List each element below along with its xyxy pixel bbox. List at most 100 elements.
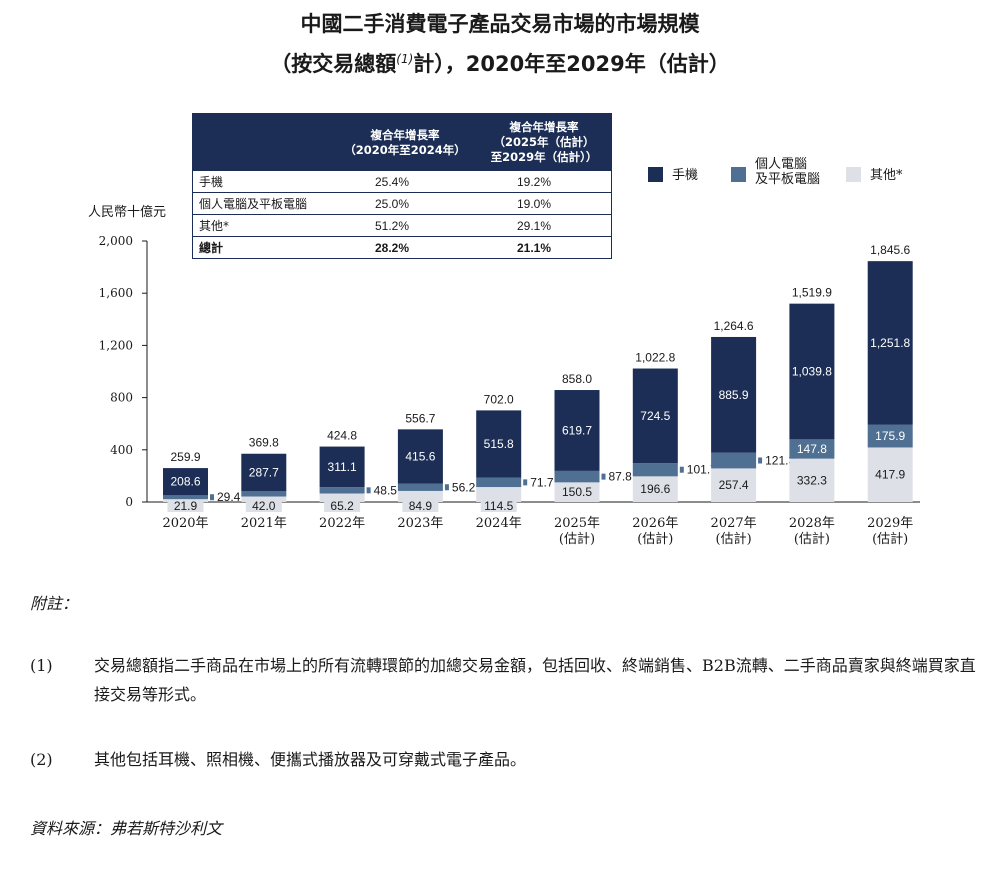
data-label: 147.8	[797, 442, 827, 456]
x-tick-label: 2021年	[241, 516, 287, 531]
total-label: 369.8	[249, 436, 279, 450]
bar-segment	[476, 477, 522, 488]
subtitle-part: 計），2020年至2029年（估計）	[413, 52, 730, 76]
cagr-table-header: 複合年增長率 （2020年至2024年） 複合年增長率 （2025年（估計） 至…	[192, 113, 612, 171]
bar-segment	[397, 490, 443, 502]
total-label: 1,845.6	[870, 243, 910, 257]
x-tick-label: 2026年	[632, 516, 678, 531]
legend-swatch	[648, 167, 663, 182]
bar-segment	[397, 429, 443, 484]
cagr-value: 25.0%	[333, 192, 477, 215]
data-label: 87.8	[609, 470, 633, 484]
total-label: 259.9	[170, 450, 200, 464]
notes-heading: 附註：	[30, 594, 79, 613]
bar-segment	[554, 390, 600, 471]
data-label-bg	[324, 499, 361, 512]
cagr-row: 手機 25.4% 19.2%	[192, 171, 612, 193]
bar-segment	[711, 336, 757, 453]
x-tick-label: 2022年	[319, 516, 365, 531]
leader-marker	[758, 457, 763, 464]
legend-swatch	[731, 167, 746, 182]
bar-segment	[632, 463, 678, 477]
leader-marker	[601, 473, 606, 480]
cagr-value: 28.2%	[333, 236, 477, 259]
total-label: 1,022.8	[635, 351, 675, 365]
data-label: 71.7	[530, 475, 554, 489]
bar-segment	[789, 303, 835, 440]
cagr-row-label: 個人電腦及平板電腦	[192, 192, 333, 215]
cagr-row: 個人電腦及平板電腦 25.0% 19.0%	[192, 192, 612, 215]
footnote-ref: (1)	[396, 52, 414, 66]
bar-segment	[867, 447, 913, 502]
data-label: 311.1	[328, 460, 357, 474]
total-label: 556.7	[405, 411, 435, 425]
data-label: 515.8	[484, 437, 514, 451]
bar-segment	[241, 453, 287, 492]
total-label: 858.0	[562, 372, 592, 386]
data-label: 724.5	[640, 409, 670, 423]
cagr-header-2020-2024: 複合年增長率 （2020年至2024年）	[333, 113, 477, 171]
leader-marker	[366, 487, 371, 494]
footnote-text: 交易總額指二手商品在市場上的所有流轉環節的加總交易金額，包括回收、終端銷售、B2…	[94, 656, 976, 704]
data-label: 415.6	[405, 449, 435, 463]
x-tick-label: (估計)	[559, 531, 595, 547]
data-label: 619.7	[562, 423, 592, 437]
chart-title: 中國二手消費電子產品交易市場的市場規模	[300, 12, 700, 36]
chart-subtitle: （按交易總額(1)計），2020年至2029年（估計）	[0, 48, 1000, 78]
footnote-index: (2)	[30, 750, 53, 769]
data-label: 121.3	[765, 453, 795, 467]
cagr-header-2025-2029: 複合年增長率 （2025年（估計） 至2029年（估計））	[477, 113, 612, 171]
bar-segment	[867, 261, 913, 425]
data-label-bg	[167, 499, 204, 512]
x-tick-label: 2029年	[867, 516, 913, 531]
cagr-value: 29.1%	[477, 214, 612, 237]
data-label: 257.4	[719, 478, 749, 492]
data-label: 29.4	[217, 490, 241, 504]
legend-label: 其他*	[870, 168, 903, 183]
data-label: 208.6	[170, 475, 200, 489]
bar-segment	[632, 368, 678, 464]
y-tick-label: 800	[110, 391, 133, 405]
y-tick-label: 2,000	[99, 234, 133, 248]
bar-segment	[867, 424, 913, 448]
total-label: 1,519.9	[792, 286, 832, 300]
x-tick-label: 2020年	[162, 516, 208, 531]
x-tick-label: (估計)	[637, 531, 673, 547]
y-tick-label: 0	[125, 495, 133, 509]
data-label: 42.0	[252, 499, 276, 513]
cagr-row-label: 總計	[192, 236, 333, 259]
x-tick-label: (估計)	[716, 531, 752, 547]
cagr-value: 21.1%	[477, 236, 612, 259]
cagr-value: 19.2%	[477, 171, 612, 193]
x-tick-label: 2028年	[789, 516, 835, 531]
cagr-row-total: 總計 28.2% 21.1%	[192, 236, 612, 259]
data-label: 417.9	[875, 468, 905, 482]
x-tick-label: 2024年	[476, 516, 522, 531]
leader-marker	[679, 466, 684, 473]
data-label-bg	[245, 499, 282, 512]
data-label-bg	[480, 499, 517, 512]
bar-segment	[319, 487, 365, 494]
data-label: 48.5	[374, 483, 398, 497]
total-label: 702.0	[484, 392, 514, 406]
bar-segment	[711, 452, 757, 469]
x-tick-label: (估計)	[872, 531, 908, 547]
legend-label: 個人電腦	[755, 157, 807, 172]
cagr-header-empty	[192, 113, 333, 171]
y-tick-label: 1,600	[99, 286, 133, 300]
data-label: 1,251.8	[870, 336, 910, 350]
data-label: 287.7	[249, 466, 279, 480]
data-label: 21.9	[174, 499, 198, 513]
y-tick-label: 1,200	[99, 338, 133, 352]
leader-marker	[523, 479, 528, 486]
y-tick-label: 400	[110, 443, 133, 457]
data-label: 332.3	[797, 473, 827, 487]
data-label: 114.5	[484, 499, 513, 513]
x-tick-label: 2025年	[554, 516, 600, 531]
x-tick-label: 2023年	[397, 516, 443, 531]
bar-segment	[554, 482, 600, 502]
cagr-value: 19.0%	[477, 192, 612, 215]
cagr-table: 複合年增長率 （2020年至2024年） 複合年增長率 （2025年（估計） 至…	[192, 113, 612, 259]
bar-segment	[241, 491, 287, 497]
data-label: 84.9	[409, 499, 433, 513]
